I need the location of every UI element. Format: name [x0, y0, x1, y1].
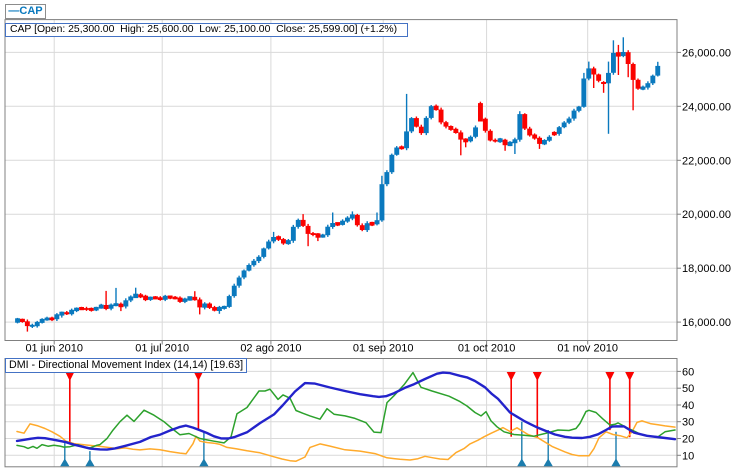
svg-text:50: 50: [682, 383, 694, 395]
svg-text:40: 40: [682, 400, 694, 412]
svg-text:10: 10: [682, 450, 694, 462]
svg-text:18,000.00: 18,000.00: [682, 263, 731, 275]
svg-text:20: 20: [682, 434, 694, 446]
svg-text:01 nov 2010: 01 nov 2010: [557, 343, 618, 355]
svg-text:01 jul 2010: 01 jul 2010: [135, 343, 189, 355]
svg-text:01 sep 2010: 01 sep 2010: [353, 343, 414, 355]
svg-text:24,000.00: 24,000.00: [682, 101, 731, 113]
svg-text:22,000.00: 22,000.00: [682, 155, 731, 167]
svg-text:60: 60: [682, 366, 694, 378]
svg-text:30: 30: [682, 417, 694, 429]
svg-text:16,000.00: 16,000.00: [682, 317, 731, 329]
svg-text:01 jun 2010: 01 jun 2010: [25, 343, 83, 355]
svg-text:20,000.00: 20,000.00: [682, 209, 731, 221]
svg-text:26,000.00: 26,000.00: [682, 47, 731, 59]
svg-text:02 ago 2010: 02 ago 2010: [240, 343, 301, 355]
svg-text:01 oct 2010: 01 oct 2010: [458, 343, 516, 355]
